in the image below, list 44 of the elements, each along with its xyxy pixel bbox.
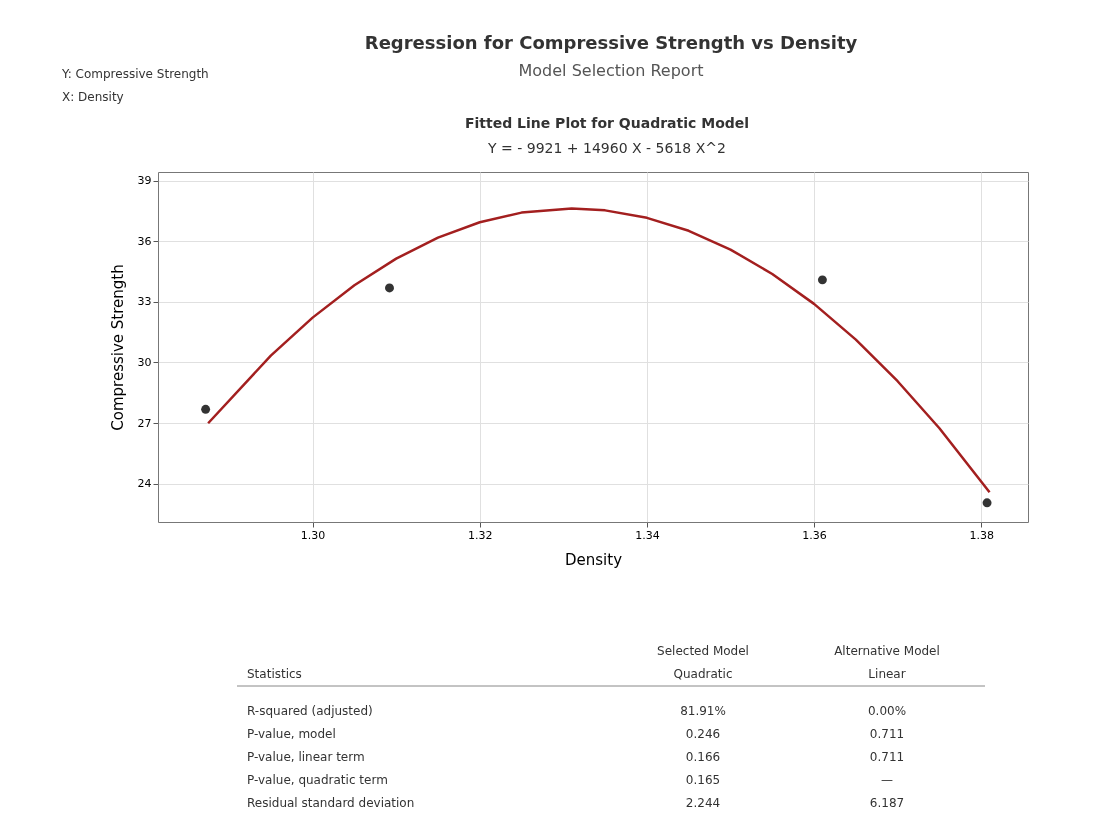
- text: X: Density: [62, 90, 124, 104]
- y-tick-label: 36: [137, 234, 152, 248]
- text: R-squared (adjusted): [247, 704, 373, 718]
- chart-title: Regression for Compressive Strength vs Density: [364, 32, 858, 53]
- point: [982, 498, 992, 508]
- text: Linear: [868, 667, 906, 681]
- line-series: [206, 207, 991, 494]
- text: Alternative Model: [834, 644, 940, 658]
- text: 6.187: [869, 796, 905, 810]
- text: Selected Model: [657, 644, 749, 658]
- x-tick-label: 1.36: [802, 528, 827, 542]
- text: 0.166: [685, 750, 721, 764]
- x-tick-label: 1.32: [468, 528, 493, 542]
- y-tick-label: 24: [137, 477, 152, 491]
- text: —: [881, 773, 893, 787]
- text: Residual standard deviation: [247, 796, 415, 810]
- point: [201, 404, 211, 414]
- text: 81.91%: [680, 704, 726, 718]
- text: P-value, model: [247, 727, 336, 741]
- text: 0.00%: [867, 704, 907, 718]
- text: Fitted Line Plot for Quadratic Model: [464, 115, 750, 131]
- text: 0.711: [869, 750, 905, 764]
- y-axis-title: Compressive Strength: [108, 264, 127, 431]
- text: Statistics: [247, 667, 302, 681]
- x-axis-title: Density: [564, 550, 623, 569]
- text: Y = - 9921 + 14960 X - 5618 X^2: [487, 140, 726, 156]
- y-tick-label: 30: [137, 355, 152, 369]
- chart-subtitle: Model Selection Report: [518, 61, 704, 80]
- text: 0.246: [685, 727, 721, 741]
- x-tick-label: 1.38: [969, 528, 994, 542]
- y-tick-label: 39: [137, 174, 152, 188]
- text: Quadratic: [673, 667, 733, 681]
- text: 0.711: [869, 727, 905, 741]
- point: [817, 275, 827, 285]
- text: Y: Compressive Strength: [61, 67, 209, 81]
- y-tick-label: 33: [137, 295, 152, 309]
- text: P-value, quadratic term: [247, 773, 388, 787]
- x-tick-label: 1.34: [635, 528, 660, 542]
- y-tick-label: 27: [137, 416, 152, 430]
- text: P-value, linear term: [247, 750, 365, 764]
- text: 2.244: [685, 796, 721, 810]
- x-tick-label: 1.30: [300, 528, 326, 542]
- text: 0.165: [685, 773, 721, 787]
- point: [385, 283, 394, 293]
